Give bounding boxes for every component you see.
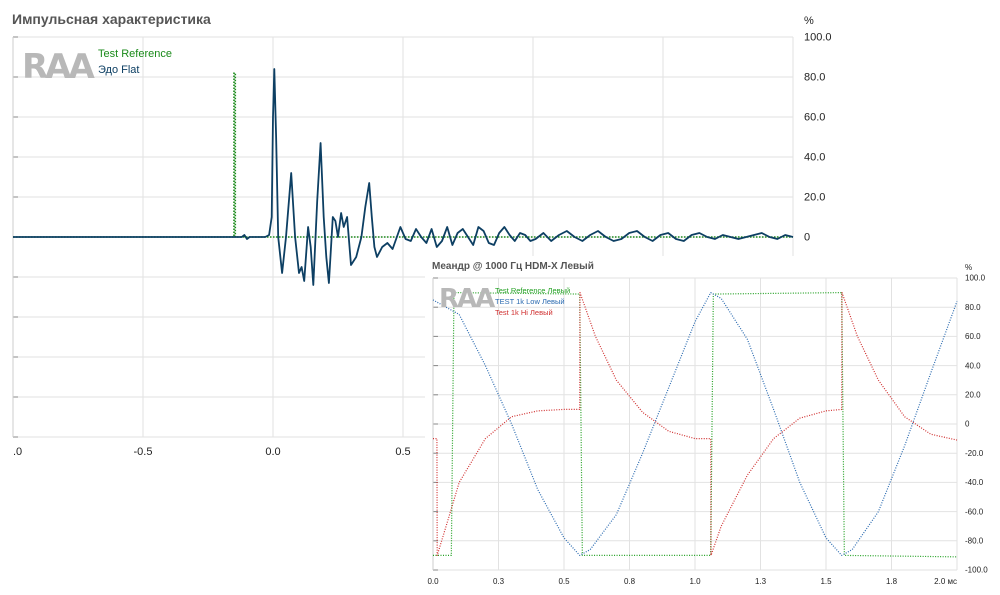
x-tick-label: 0.0 bbox=[427, 577, 439, 586]
y-tick-label: 40.0 bbox=[804, 152, 825, 164]
y-tick-label: 100.0 bbox=[965, 274, 986, 283]
legend-test-reference-left: Test Reference Левый bbox=[495, 286, 570, 295]
x-tick-label: .0 bbox=[13, 446, 22, 458]
y-tick-label: 80.0 bbox=[965, 303, 981, 312]
inset-grid bbox=[432, 277, 958, 571]
legend-test-reference: Test Reference bbox=[98, 48, 172, 60]
y-tick-label: -100.0 bbox=[965, 566, 988, 575]
y-tick-label: -60.0 bbox=[965, 507, 984, 516]
inset-chart-title: Меандр @ 1000 Гц HDM-X Левый bbox=[432, 261, 594, 272]
chart-title: Импульсная характеристика bbox=[12, 11, 211, 27]
raa-logo-text: RAA bbox=[22, 47, 95, 87]
x-tick-label: 0.8 bbox=[624, 577, 636, 586]
legend-test-1k-low-left: TEST 1k Low Левый bbox=[495, 297, 565, 306]
series-line-1 bbox=[432, 292, 958, 556]
x-tick-label: 1.5 bbox=[820, 577, 832, 586]
series-line-1 bbox=[13, 68, 794, 286]
x-tick-label: 0.0 bbox=[265, 446, 280, 458]
y-axis-unit: % bbox=[804, 15, 814, 27]
y-tick-label: 20.0 bbox=[965, 390, 981, 399]
y-tick-label: -80.0 bbox=[965, 536, 984, 545]
y-tick-label: 100.0 bbox=[804, 32, 832, 44]
y-tick-label: 0 bbox=[804, 232, 810, 244]
series-line-2 bbox=[433, 292, 958, 556]
series-line-0 bbox=[433, 292, 958, 558]
x-tick-label: 0.5 bbox=[558, 577, 570, 586]
square-wave-chart: Меандр @ 1000 Гц HDM-X Левый % 100.0 80.0… bbox=[425, 256, 1000, 595]
legend: Test Reference Эдо Flat bbox=[98, 48, 172, 76]
y-tick-label: 40.0 bbox=[965, 361, 981, 370]
inset-background bbox=[425, 256, 1000, 595]
x-tick-label: 1.8 bbox=[886, 577, 898, 586]
logo: RAA bbox=[22, 47, 98, 87]
legend-edo-flat: Эдо Flat bbox=[98, 64, 139, 76]
x-tick-label: 0.3 bbox=[493, 577, 505, 586]
inset-series-lines bbox=[432, 292, 958, 558]
series-lines bbox=[13, 68, 794, 286]
legend-test-1k-hi-left: Test 1k Hi Левый bbox=[495, 308, 553, 317]
y-tick-label: 20.0 bbox=[804, 192, 825, 204]
inset-tick-labels: 100.0 80.0 60.0 40.0 20.0 0 -20.0 -40.0 -60.0 -80… bbox=[427, 274, 988, 586]
x-tick-label: -0.5 bbox=[134, 446, 153, 458]
x-tick-label: 1.3 bbox=[755, 577, 767, 586]
inset-raa-logo-text: RAA bbox=[439, 284, 495, 314]
y-tick-label: 60.0 bbox=[965, 332, 981, 341]
x-tick-label: 2.0 мс bbox=[934, 577, 957, 586]
inset-y-axis-unit: % bbox=[965, 263, 972, 272]
y-tick-label: 0 bbox=[965, 420, 970, 429]
x-tick-label: 0.5 bbox=[395, 446, 410, 458]
y-tick-label: 60.0 bbox=[804, 112, 825, 124]
x-tick-label: 1.0 bbox=[689, 577, 701, 586]
inset-legend: Test Reference Левый TEST 1k Low Левый T… bbox=[495, 286, 570, 317]
y-tick-label: 80.0 bbox=[804, 72, 825, 84]
inset-logo: RAA bbox=[439, 284, 497, 314]
y-tick-label: -20.0 bbox=[965, 449, 984, 458]
y-tick-label: -40.0 bbox=[965, 478, 984, 487]
